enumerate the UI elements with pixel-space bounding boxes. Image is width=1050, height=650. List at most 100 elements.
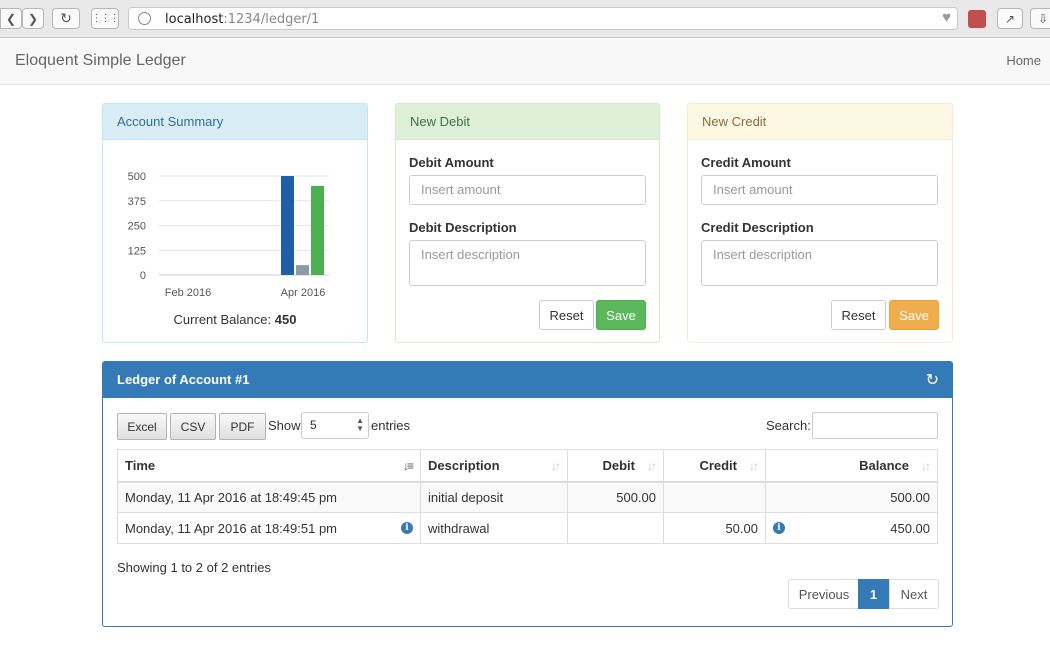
sort-icon: ↓↑ [921,459,931,473]
ledger-table: Time ↓≡ Description ↓↑ Debit ↓↑ Credit ↓↑ Ba… [117,449,938,544]
heart-icon[interactable]: ♥ [942,9,951,26]
search-input[interactable] [812,412,938,439]
search-label: Search: [766,418,811,433]
next-button[interactable]: Next [889,579,939,609]
navbar: Eloquent Simple Ledger Home [0,38,1050,85]
globe-icon [138,12,151,25]
debit-save-button[interactable]: Save [596,300,646,330]
cell-debit: 500.00 [567,481,664,513]
cell-description: initial deposit [420,481,568,513]
y-tick-label: 375 [128,196,146,208]
chevron-left-icon: ❮ [5,11,17,26]
debit-amount-input[interactable]: Insert amount [409,175,646,205]
chevron-right-icon: ❯ [27,11,39,26]
url-host: localhost [165,12,224,27]
ledger-panel: Ledger of Account #1 ↻ Excel CSV PDF Sho… [102,361,953,627]
column-label: Description [428,457,500,473]
bar-debit [281,176,294,275]
column-header-credit[interactable]: Credit ↓↑ [663,449,766,483]
current-balance: Current Balance: 450 [103,312,367,327]
export-pdf-button[interactable]: PDF [219,413,266,440]
table-row: Monday, 11 Apr 2016 at 18:49:45 pm initi… [117,481,938,513]
table-row: Monday, 11 Apr 2016 at 18:49:51 pm i with… [117,512,938,544]
show-label: Show [268,418,301,433]
balance-value: 450 [274,312,297,327]
y-tick-label: 250 [128,221,146,233]
table-header-row: Time ↓≡ Description ↓↑ Debit ↓↑ Credit ↓↑ Ba… [117,449,938,483]
panel-title: Account Summary [103,104,367,140]
updown-icon: ▲ ▼ [356,416,364,433]
brand-link[interactable]: Eloquent Simple Ledger [15,52,186,69]
back-button[interactable]: ❮ [0,8,22,29]
refresh-icon[interactable]: ↻ [925,372,939,389]
account-summary-panel: Account Summary 0 125 250 375 500 Feb 2016 Apr… [102,103,368,343]
column-label: Debit [602,457,636,473]
reload-button[interactable]: ↻ [52,8,80,29]
credit-reset-button[interactable]: Reset [831,300,886,330]
debit-reset-button[interactable]: Reset [539,300,594,330]
cell-time: Monday, 11 Apr 2016 at 18:49:45 pm [117,481,421,513]
cell-credit: 50.00 [663,512,766,544]
download-button[interactable]: ⇩ [1030,8,1050,29]
cell-debit [567,512,664,544]
cell-description: withdrawal [420,512,568,544]
column-label: Balance [859,457,909,473]
share-icon: ↗ [1004,11,1016,26]
info-icon[interactable]: i [773,522,785,534]
x-tick-label: Apr 2016 [281,287,326,299]
debit-description-input[interactable]: Insert description [409,240,646,286]
column-label: Time [125,457,156,473]
bar-balance [311,185,324,275]
credit-amount-input[interactable]: Insert amount [701,175,938,205]
time-text: Monday, 11 Apr 2016 at 18:49:51 pm [125,520,337,536]
share-button[interactable]: ↗ [997,8,1023,29]
balance-label: Current Balance: [173,312,272,327]
cell-balance: i 450.00 [765,512,938,544]
y-tick-label: 0 [140,270,146,282]
sort-icon: ↓↑ [647,459,657,473]
cell-credit [663,481,766,513]
extension-icon[interactable] [968,10,986,28]
balance-text: 450.00 [890,520,930,536]
apps-button[interactable]: ⋮⋮⋮ [91,8,120,29]
sort-icon: ↓↑ [749,459,759,473]
column-header-balance[interactable]: Balance ↓↑ [765,449,938,483]
panel-title: New Debit [396,104,659,140]
sort-icon: ↓↑ [551,459,561,473]
entries-label: entries [371,418,411,433]
panel-title: New Credit [688,104,952,140]
bar-credit [296,265,309,275]
sort-desc-icon: ↓≡ [402,459,414,473]
panel-title: Ledger of Account #1 [103,362,952,398]
y-tick-label: 500 [128,171,146,183]
page-1-button[interactable]: 1 [858,579,889,609]
forward-button[interactable]: ❯ [22,8,44,29]
reload-icon: ↻ [60,10,72,26]
entries-select[interactable]: 5 ▲ ▼ [301,412,369,439]
column-header-description[interactable]: Description ↓↑ [420,449,568,483]
grid-icon: ⋮⋮⋮ [91,13,120,24]
download-icon: ⇩ [1037,11,1049,26]
summary-chart: 0 125 250 375 500 Feb 2016 Apr 2016 [128,171,329,299]
credit-description-label: Credit Description [701,220,814,235]
url-path: :1234/ledger/1 [223,12,320,27]
export-excel-button[interactable]: Excel [117,413,167,440]
debit-amount-label: Debit Amount [409,155,494,170]
previous-button[interactable]: Previous [788,579,860,609]
column-header-debit[interactable]: Debit ↓↑ [567,449,664,483]
url-text: localhost:1234/ledger/1 [165,12,319,27]
column-header-time[interactable]: Time ↓≡ [117,449,421,483]
info-icon[interactable]: i [401,522,413,534]
url-bar[interactable]: localhost:1234/ledger/1 ♥ [128,7,958,30]
cell-balance: 500.00 [765,481,938,513]
new-credit-panel: New Credit Credit Amount Insert amount C… [687,103,953,343]
credit-description-input[interactable]: Insert description [701,240,938,286]
cell-time: Monday, 11 Apr 2016 at 18:49:51 pm i [117,512,421,544]
new-debit-panel: New Debit Debit Amount Insert amount Deb… [395,103,660,343]
debit-description-label: Debit Description [409,220,517,235]
credit-save-button[interactable]: Save [889,300,939,330]
nav-home-link[interactable]: Home [1006,53,1041,68]
credit-amount-label: Credit Amount [701,155,791,170]
column-label: Credit [699,457,737,473]
export-csv-button[interactable]: CSV [170,413,216,440]
